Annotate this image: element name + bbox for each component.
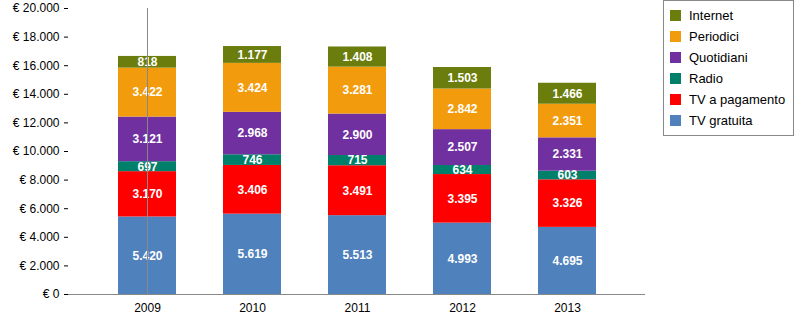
svg-text:€ 18.000: € 18.000 xyxy=(13,30,60,44)
svg-text:5.513: 5.513 xyxy=(342,248,372,262)
svg-text:€ 10.000: € 10.000 xyxy=(13,144,60,158)
svg-text:697: 697 xyxy=(137,159,158,174)
svg-text:€ 14.000: € 14.000 xyxy=(13,87,60,101)
svg-text:€ 4.000: € 4.000 xyxy=(19,230,59,244)
svg-text:3.422: 3.422 xyxy=(132,85,163,100)
svg-text:3.121: 3.121 xyxy=(132,132,163,147)
svg-text:603: 603 xyxy=(557,168,577,182)
svg-text:2010: 2010 xyxy=(239,301,266,315)
svg-text:3.406: 3.406 xyxy=(237,183,267,197)
svg-text:715: 715 xyxy=(347,153,367,167)
svg-text:€ 6.000: € 6.000 xyxy=(19,202,59,216)
svg-text:818: 818 xyxy=(137,55,158,70)
svg-text:€ 0: € 0 xyxy=(43,287,60,301)
svg-text:2.351: 2.351 xyxy=(552,114,582,128)
svg-text:1.466: 1.466 xyxy=(552,87,582,101)
svg-text:€ 2.000: € 2.000 xyxy=(19,259,59,273)
svg-text:3.326: 3.326 xyxy=(552,196,582,210)
html-text:Quotidiani: Quotidiani xyxy=(689,50,748,65)
svg-text:3.491: 3.491 xyxy=(342,184,372,198)
svg-text:2.331: 2.331 xyxy=(552,147,582,161)
html-text:TV a pagamento: TV a pagamento xyxy=(689,92,786,107)
svg-text:€ 12.000: € 12.000 xyxy=(13,116,60,130)
svg-text:2.900: 2.900 xyxy=(342,128,372,142)
html-text:Internet: Internet xyxy=(689,8,734,23)
svg-text:746: 746 xyxy=(242,153,262,167)
html-text:Radio: Radio xyxy=(689,71,723,86)
svg-text:2011: 2011 xyxy=(345,301,371,315)
svg-text:5.619: 5.619 xyxy=(237,247,267,261)
svg-text:2.968: 2.968 xyxy=(237,126,267,140)
svg-text:4.695: 4.695 xyxy=(552,254,582,268)
svg-text:3.424: 3.424 xyxy=(237,81,267,95)
svg-text:€ 8.000: € 8.000 xyxy=(19,173,59,187)
svg-text:3.281: 3.281 xyxy=(342,83,372,97)
html-text:Periodici: Periodici xyxy=(689,29,739,44)
svg-text:2012: 2012 xyxy=(449,301,476,315)
svg-text:€ 16.000: € 16.000 xyxy=(13,59,60,73)
svg-text:3.395: 3.395 xyxy=(447,192,477,206)
svg-text:2.842: 2.842 xyxy=(447,102,477,116)
svg-text:2009: 2009 xyxy=(134,301,161,315)
svg-text:634: 634 xyxy=(452,163,472,177)
svg-text:4.993: 4.993 xyxy=(447,252,477,266)
svg-text:€ 20.000: € 20.000 xyxy=(13,1,60,15)
svg-text:3.170: 3.170 xyxy=(132,187,163,202)
svg-text:2013: 2013 xyxy=(554,301,581,315)
svg-text:2.507: 2.507 xyxy=(447,140,477,154)
html-text:TV gratuita: TV gratuita xyxy=(689,113,753,128)
svg-text:1.408: 1.408 xyxy=(342,50,372,64)
svg-text:1.177: 1.177 xyxy=(237,48,267,62)
svg-text:5.420: 5.420 xyxy=(132,248,163,263)
svg-text:1.503: 1.503 xyxy=(447,71,477,85)
